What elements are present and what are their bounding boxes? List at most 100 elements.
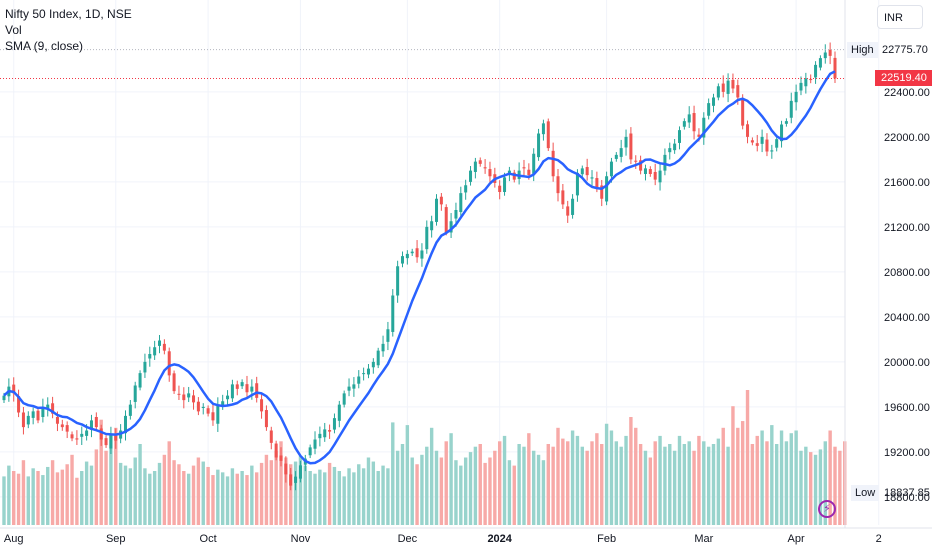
volume-bar: [94, 449, 99, 525]
candle-body: [746, 124, 750, 137]
candle-body: [833, 57, 837, 79]
volume-bar: [711, 444, 716, 525]
candle-body: [332, 418, 336, 430]
candle-body: [483, 167, 487, 169]
volume-bar: [143, 468, 147, 525]
candle-body: [590, 177, 594, 179]
volume-bar: [629, 417, 633, 525]
lightning-icon[interactable]: ⚡: [818, 500, 836, 518]
candle-body: [789, 100, 793, 118]
candle-body: [405, 253, 409, 259]
volume-bar: [36, 471, 40, 525]
candle-body: [809, 79, 813, 81]
candle-body: [682, 121, 686, 127]
volume-bar: [556, 427, 560, 525]
volume-bar: [512, 465, 516, 525]
candle-body: [347, 386, 351, 391]
time-tick-label: Apr: [788, 533, 805, 545]
candle-body: [444, 207, 448, 233]
volume-bar: [318, 469, 322, 525]
price-tick-label: 19600.00: [884, 402, 930, 414]
volume-bar: [172, 460, 176, 525]
candle-body: [580, 168, 584, 175]
candle-body: [177, 393, 181, 395]
candle-body: [182, 394, 186, 401]
candle-body: [605, 176, 609, 202]
volume-bar: [566, 441, 570, 525]
candle-body: [673, 143, 677, 151]
candle-body: [386, 329, 390, 342]
candle-body: [211, 412, 215, 421]
volume-bar: [26, 476, 30, 525]
candle-body: [721, 83, 725, 92]
volume-bar: [376, 471, 380, 525]
volume-bar: [410, 457, 414, 525]
volume-bar: [240, 471, 244, 525]
candle-body: [512, 172, 516, 180]
sma-legend-label[interactable]: SMA (9, close): [5, 39, 84, 53]
candle-body: [410, 251, 414, 254]
volume-bar: [624, 435, 628, 525]
volume-bar: [755, 435, 759, 525]
candle-body: [741, 98, 745, 126]
volume-bar: [478, 444, 482, 525]
candle-body: [216, 404, 220, 424]
volume-bar: [201, 461, 205, 525]
volume-bar: [46, 466, 50, 525]
volume-bar: [439, 457, 444, 525]
candle-body: [454, 210, 458, 219]
volume-bar: [794, 430, 798, 525]
volume-bar: [308, 471, 312, 525]
candle-body: [537, 133, 541, 158]
volume-bar: [99, 419, 103, 525]
volume-bar: [706, 446, 711, 525]
volume-bar: [434, 450, 439, 525]
candle-body: [46, 404, 50, 409]
volume-bar: [289, 464, 293, 525]
candle-body: [196, 401, 200, 412]
candle-body: [478, 160, 482, 164]
volume-bar: [473, 446, 478, 525]
volume-bar: [838, 450, 842, 525]
volume-bar: [541, 460, 546, 525]
volume-bar: [152, 471, 157, 525]
candle-body: [765, 139, 769, 152]
volume-bar: [255, 472, 259, 525]
candle-body: [643, 168, 647, 174]
volume-bar: [488, 457, 492, 525]
candle-body: [692, 113, 696, 132]
time-tick-label: 2: [876, 533, 882, 545]
candle-body: [158, 340, 162, 346]
volume-bar: [658, 435, 662, 525]
candle-body: [731, 79, 735, 89]
candle-body: [89, 420, 93, 430]
time-tick-label: 2024: [487, 533, 512, 545]
candle-body: [284, 463, 288, 475]
candle-body: [206, 408, 210, 414]
candle-body: [439, 196, 443, 205]
candle-body: [818, 58, 822, 68]
candle-body: [464, 185, 468, 193]
currency-button[interactable]: INR: [877, 5, 923, 29]
candle-body: [823, 52, 827, 59]
volume-bar: [726, 446, 730, 525]
candle-body: [420, 250, 424, 259]
candle-body: [55, 417, 59, 424]
volume-bar: [245, 475, 249, 525]
volume-bar: [604, 423, 609, 525]
candle-body: [503, 177, 507, 192]
price-tick-label: 20800.00: [884, 267, 930, 279]
low-label: Low: [851, 484, 880, 501]
volume-bar: [459, 465, 463, 525]
symbol-title[interactable]: Nifty 50 Index, 1D, NSE: [5, 7, 132, 21]
candle-body: [400, 256, 404, 264]
candle-body: [80, 433, 84, 437]
volume-bar: [50, 460, 55, 525]
candle-body: [668, 148, 672, 153]
candle-body: [449, 221, 453, 233]
volume-legend-label[interactable]: Vol: [5, 23, 22, 37]
volume-bar: [580, 446, 584, 525]
volume-bar: [823, 441, 827, 525]
